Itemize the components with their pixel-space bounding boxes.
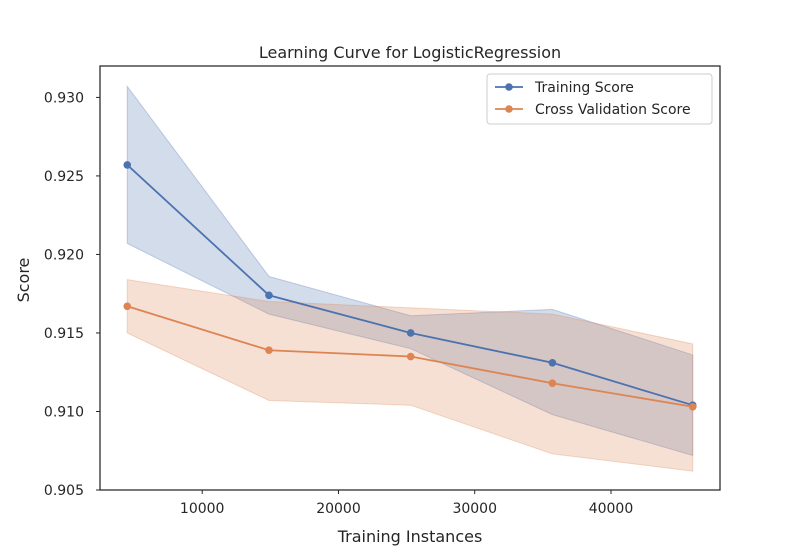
data-point-1-0 bbox=[123, 302, 132, 311]
legend-box bbox=[486, 73, 713, 125]
data-point-1-1 bbox=[265, 346, 273, 355]
confidence-band-1 bbox=[126, 278, 694, 472]
x-tick-label: 10000 bbox=[180, 501, 225, 517]
data-point-1-2 bbox=[406, 352, 415, 361]
y-axis-title: Score bbox=[14, 258, 33, 303]
x-axis-ticks: 10000 20000 30000 40000 bbox=[180, 490, 633, 517]
x-tick-label: 40000 bbox=[589, 501, 634, 517]
data-point-0-1 bbox=[265, 291, 273, 300]
y-axis-ticks: 0.905 0.910 0.915 0.920 0.925 0.930 bbox=[44, 90, 100, 499]
data-point-1-4 bbox=[688, 402, 697, 411]
legend: Training Score Cross Validation Score bbox=[486, 73, 713, 125]
y-tick-label: 0.920 bbox=[44, 247, 84, 263]
legend-marker-0 bbox=[505, 83, 513, 91]
x-tick-label: 30000 bbox=[452, 501, 497, 517]
data-point-0-2 bbox=[406, 329, 415, 337]
legend-label-0: Training Score bbox=[534, 80, 634, 96]
legend-marker-1 bbox=[505, 105, 513, 113]
y-tick-label: 0.930 bbox=[44, 90, 84, 106]
y-tick-label: 0.925 bbox=[44, 169, 84, 185]
data-point-1-3 bbox=[548, 379, 557, 388]
y-tick-label: 0.905 bbox=[44, 483, 84, 499]
data-point-0-3 bbox=[548, 359, 557, 367]
legend-label-1: Cross Validation Score bbox=[535, 102, 691, 118]
plot-area-frame bbox=[99, 65, 721, 491]
series-points bbox=[123, 161, 697, 411]
x-tick-label: 20000 bbox=[316, 501, 361, 517]
x-axis-title: Training Instances bbox=[337, 527, 483, 546]
data-point-0-0 bbox=[123, 161, 132, 169]
y-tick-label: 0.915 bbox=[44, 326, 84, 342]
y-tick-label: 0.910 bbox=[44, 404, 84, 420]
chart-title: Learning Curve for LogisticRegression bbox=[259, 43, 561, 62]
